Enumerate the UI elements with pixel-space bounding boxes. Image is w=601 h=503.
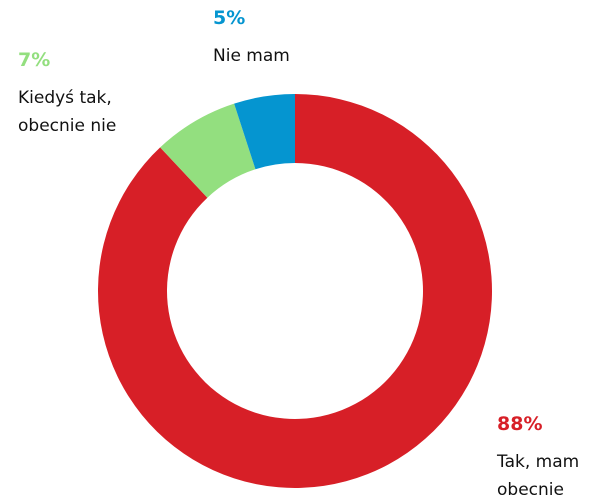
slice-label: 5% Nie mam — [213, 4, 333, 70]
donut-slice — [97, 94, 492, 488]
category-label: Kiedyś tak, obecnie nie — [18, 88, 117, 136]
donut-slice — [234, 94, 295, 170]
value-label: 88% — [497, 413, 543, 435]
slice-label: 7% Kiedyś tak, obecnie nie — [18, 46, 158, 140]
slice-label: 88% Tak, mam obecnie — [497, 410, 597, 503]
value-label: 7% — [18, 49, 51, 71]
donut-slice — [160, 103, 256, 198]
value-label: 5% — [213, 7, 246, 29]
category-label: Tak, mam obecnie — [497, 452, 580, 500]
category-label: Nie mam — [213, 46, 290, 66]
